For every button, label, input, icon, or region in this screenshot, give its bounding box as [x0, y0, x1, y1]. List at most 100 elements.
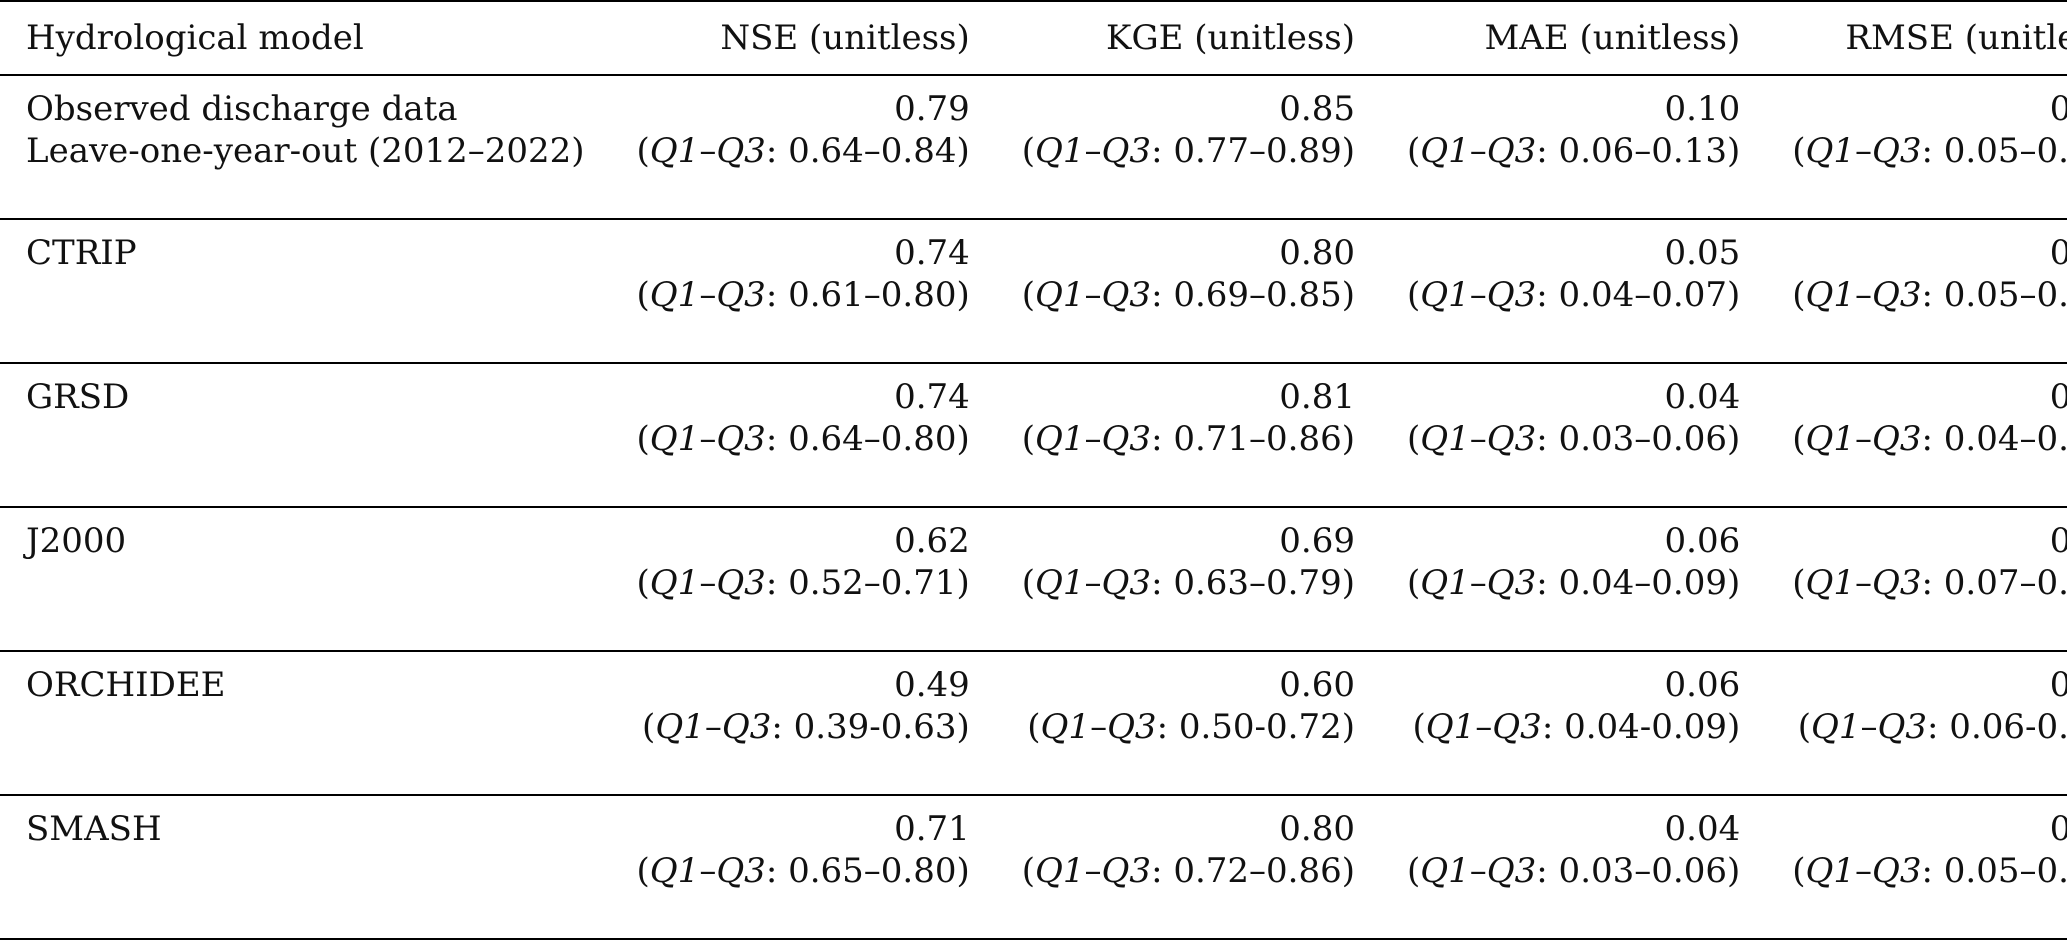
quartile-dash: –	[1084, 851, 1102, 891]
quartile-values: : 0.04-0.09)	[1541, 707, 1741, 747]
quartile-q1: Q1	[1805, 419, 1856, 459]
model-name-cell: Observed discharge data Leave-one-year-ou…	[0, 75, 611, 220]
quartile-dash: –	[1469, 131, 1487, 171]
kge-cell: 0.81 (Q1–Q3: 0.71–0.86)	[995, 363, 1381, 508]
rmse-cell: 0.07(Q1–Q3: 0.05–0.09)	[1766, 75, 2067, 220]
mae-quartile-range: (Q1–Q3: 0.04–0.09)	[1407, 562, 1740, 604]
quartile-open-paren: (	[1792, 419, 1806, 459]
quartile-dash: –	[699, 563, 717, 603]
kge-value: 0.80	[1279, 233, 1355, 273]
quartile-open-paren: (	[636, 131, 650, 171]
kge-value: 0.85	[1279, 89, 1355, 129]
quartile-q3: Q3	[716, 419, 766, 459]
quartile-values: : 0.04–0.08)	[1921, 419, 2067, 459]
mae-value: 0.06	[1664, 665, 1741, 705]
quartile-values: : 0.64–0.84)	[765, 131, 970, 171]
table-row: SMASH 0.71 (Q1–Q3: 0.65–0.80) 0.80 (Q1–Q3: 0…	[0, 795, 2067, 940]
quartile-q3: Q3	[1101, 275, 1152, 315]
mae-value: 0.04	[1664, 809, 1741, 849]
header-rmse: RMSE (unitless)	[1766, 0, 2067, 76]
quartile-q1: Q1	[1420, 275, 1470, 315]
model-name-line: ORCHIDEE	[26, 665, 226, 705]
quartile-open-paren: (	[636, 419, 650, 459]
quartile-q3: Q3	[1872, 563, 1922, 603]
table-body: Observed discharge data Leave-one-year-ou…	[0, 75, 2067, 940]
rmse-cell: 0.06(Q1–Q3: 0.04–0.08)	[1766, 363, 2067, 508]
rmse-value: 0.09	[2049, 521, 2067, 561]
rmse-cell: 0.08(Q1–Q3: 0.06-0.11)	[1766, 651, 2067, 796]
quartile-q1: Q1	[649, 419, 700, 459]
kge-value: 0.81	[1279, 377, 1355, 417]
rmse-value: 0.06	[2049, 809, 2067, 849]
quartile-q1: Q1	[1035, 275, 1085, 315]
rmse-quartile-range: (Q1–Q3: 0.05–0.08)	[1792, 850, 2067, 892]
quartile-values: : 0.77–0.89)	[1151, 131, 1355, 171]
model-name-cell: CTRIP	[0, 219, 611, 364]
rmse-quartile-range: (Q1–Q3: 0.07–0.13)	[1792, 562, 2067, 604]
rmse-value: 0.07	[2049, 89, 2067, 129]
model-name-cell: ORCHIDEE	[0, 651, 611, 796]
nse-quartile-range: (Q1–Q3: 0.39-0.63)	[637, 706, 970, 748]
quartile-open-paren: (	[1021, 275, 1036, 315]
quartile-q1: Q1	[1420, 131, 1470, 171]
quartile-q3: Q3	[1492, 707, 1542, 747]
kge-quartile-range: (Q1–Q3: 0.69–0.85)	[1022, 274, 1355, 316]
quartile-open-paren: (	[1792, 131, 1806, 171]
quartile-values: : 0.64–0.80)	[765, 419, 970, 459]
quartile-open-paren: (	[636, 563, 650, 603]
quartile-q3: Q3	[1101, 419, 1152, 459]
quartile-values: : 0.52–0.71)	[765, 563, 970, 603]
quartile-q1: Q1	[1420, 563, 1470, 603]
nse-cell: 0.74 (Q1–Q3: 0.61–0.80)	[610, 219, 996, 364]
quartile-values: : 0.04–0.07)	[1536, 275, 1741, 315]
header-hydrological-model: Hydrological model	[0, 0, 611, 76]
quartile-dash: –	[1084, 131, 1102, 171]
quartile-dash: –	[699, 131, 717, 171]
quartile-values: : 0.05–0.09)	[1921, 131, 2067, 171]
rmse-quartile-range: (Q1–Q3: 0.04–0.08)	[1792, 418, 2067, 460]
rmse-cell: 0.09(Q1–Q3: 0.07–0.13)	[1766, 507, 2067, 652]
kge-cell: 0.60 (Q1–Q3: 0.50-0.72)	[995, 651, 1381, 796]
kge-quartile-range: (Q1–Q3: 0.63–0.79)	[1022, 562, 1355, 604]
mae-cell: 0.04 (Q1–Q3: 0.03–0.06)	[1381, 363, 1767, 508]
quartile-dash: –	[1084, 419, 1102, 459]
quartile-q3: Q3	[1872, 131, 1922, 171]
header-row: Hydrological model NSE (unitless) KGE (u…	[0, 0, 2067, 76]
model-name-line: Observed discharge data	[26, 89, 458, 129]
quartile-q3: Q3	[1107, 707, 1157, 747]
mae-value: 0.05	[1664, 233, 1741, 273]
nse-quartile-range: (Q1–Q3: 0.64–0.80)	[637, 418, 970, 460]
quartile-dash: –	[1469, 563, 1487, 603]
quartile-open-paren: (	[1021, 563, 1036, 603]
quartile-dash: –	[1084, 563, 1102, 603]
mae-cell: 0.05 (Q1–Q3: 0.04–0.07)	[1381, 219, 1767, 364]
quartile-dash: –	[1855, 563, 1873, 603]
quartile-open-paren: (	[1407, 275, 1421, 315]
table-row: CTRIP 0.74 (Q1–Q3: 0.61–0.80) 0.80 (Q1–Q3: 0…	[0, 219, 2067, 364]
nse-value: 0.71	[894, 809, 970, 849]
quartile-values: : 0.06–0.13)	[1536, 131, 1741, 171]
kge-cell: 0.69 (Q1–Q3: 0.63–0.79)	[995, 507, 1381, 652]
model-name-cell: GRSD	[0, 363, 611, 508]
quartile-q3: Q3	[1486, 851, 1537, 891]
quartile-open-paren: (	[1407, 419, 1421, 459]
model-name-line: Leave-one-year-out (2012–2022)	[26, 131, 585, 171]
kge-cell: 0.80 (Q1–Q3: 0.69–0.85)	[995, 219, 1381, 364]
nse-value: 0.49	[894, 665, 970, 705]
quartile-open-paren: (	[1021, 419, 1036, 459]
quartile-values: : 0.50-0.72)	[1156, 707, 1355, 747]
quartile-q3: Q3	[1877, 707, 1928, 747]
quartile-dash: –	[1475, 707, 1493, 747]
quartile-q1: Q1	[655, 707, 705, 747]
quartile-q1: Q1	[649, 275, 700, 315]
quartile-open-paren: (	[1792, 275, 1806, 315]
mae-quartile-range: (Q1–Q3: 0.03–0.06)	[1407, 850, 1740, 892]
quartile-dash: –	[1469, 419, 1487, 459]
quartile-dash: –	[1469, 851, 1487, 891]
quartile-values: : 0.05–0.08)	[1921, 851, 2067, 891]
quartile-dash: –	[1855, 851, 1873, 891]
nse-value: 0.62	[894, 521, 970, 561]
quartile-q3: Q3	[1101, 563, 1152, 603]
